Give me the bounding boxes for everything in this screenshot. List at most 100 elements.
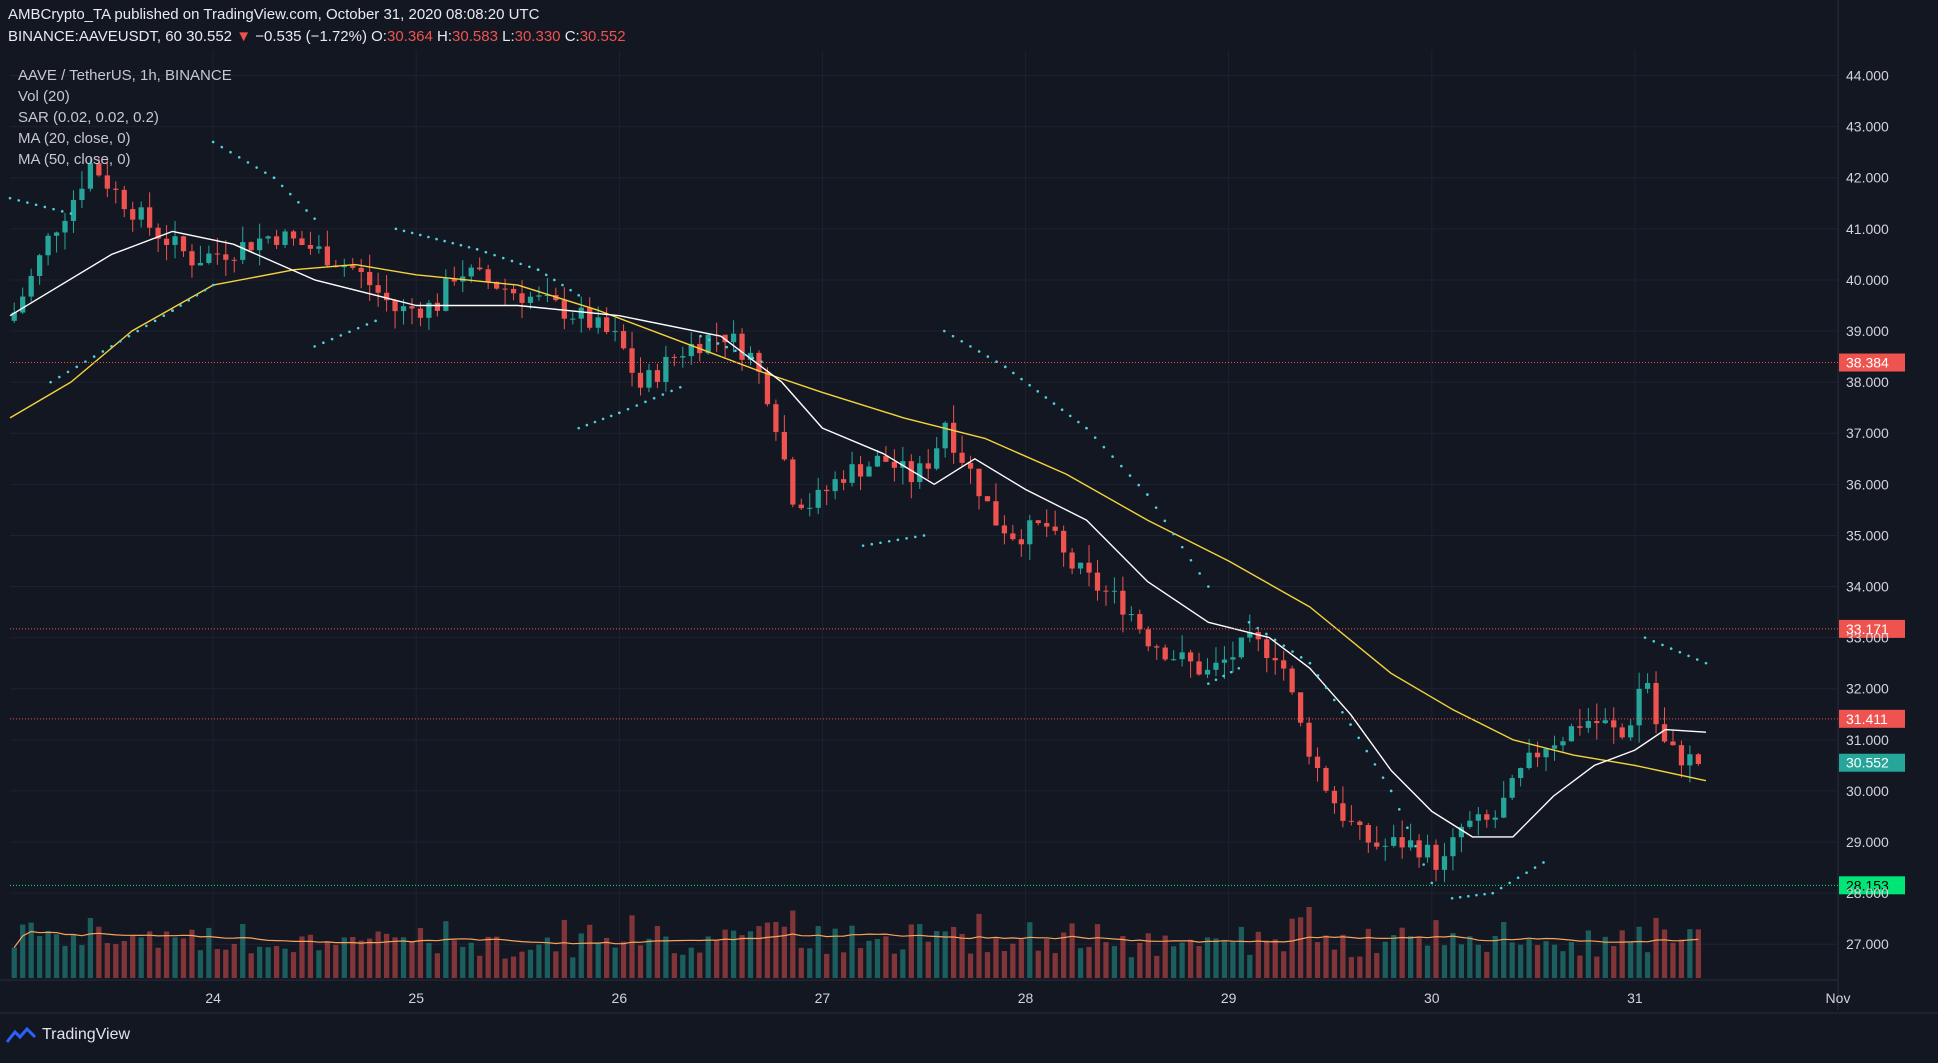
sar-dot xyxy=(136,329,139,333)
sar-dot xyxy=(661,393,665,396)
candle-body xyxy=(807,507,813,509)
sar-dot xyxy=(365,323,369,326)
volume-bar xyxy=(1281,951,1287,978)
volume-bar xyxy=(1619,930,1625,978)
sar-dot xyxy=(1207,682,1210,685)
candle-body xyxy=(493,281,500,289)
candle-body xyxy=(629,348,635,373)
symbol-label: BINANCE:AAVEUSDT, 60 xyxy=(8,28,182,45)
volume-bar xyxy=(840,952,847,978)
legend-title[interactable]: AAVE / TetherUS, 1h, BINANCE xyxy=(18,67,232,84)
volume-bar xyxy=(1103,942,1109,978)
candle-body xyxy=(832,479,838,492)
volume-bar xyxy=(781,926,787,978)
sar-dot xyxy=(1458,895,1462,899)
sar-dot xyxy=(118,339,122,343)
legend-ma50[interactable]: MA (50, close, 0) xyxy=(18,151,131,168)
volume-bar xyxy=(1323,935,1329,978)
sar-dot xyxy=(17,199,21,202)
candle-body xyxy=(1221,659,1228,663)
volume-bar xyxy=(739,935,745,978)
footer-brand[interactable]: TradingView xyxy=(6,1026,130,1044)
sar-dot xyxy=(402,229,406,233)
candle-body xyxy=(1264,639,1270,658)
sar-dot xyxy=(1120,464,1123,468)
candle-body xyxy=(1306,722,1312,757)
volume-bar xyxy=(324,941,330,978)
y-tick-label: 32.000 xyxy=(1846,681,1889,697)
candle-body xyxy=(1424,844,1431,858)
sar-dot xyxy=(601,417,605,421)
volume-bar xyxy=(1171,946,1177,978)
candle-body xyxy=(637,372,644,388)
volume-bar xyxy=(1534,945,1541,978)
candle-body xyxy=(773,404,779,432)
candle-body xyxy=(1272,657,1278,661)
candle-body xyxy=(1518,768,1524,779)
sar-dot xyxy=(577,293,581,297)
sar-dot xyxy=(1450,896,1454,900)
open-value: 30.364 xyxy=(386,28,433,45)
candle-body xyxy=(1187,652,1194,662)
volume-bar xyxy=(1213,938,1219,978)
volume-bar xyxy=(1331,949,1338,978)
volume-bar xyxy=(155,947,161,978)
candle-body xyxy=(45,235,51,256)
sar-dot xyxy=(1237,666,1241,670)
sar-dot xyxy=(1111,455,1114,458)
candle-body xyxy=(417,308,424,318)
volume-bar xyxy=(1348,957,1355,978)
candle-body xyxy=(231,259,237,261)
sar-dot xyxy=(626,407,630,411)
candle-body xyxy=(663,356,669,382)
sar-dot xyxy=(1678,650,1682,654)
candle-body xyxy=(646,370,652,388)
sar-dot xyxy=(1052,402,1056,405)
volume-bar xyxy=(976,913,982,978)
volume-bar xyxy=(358,940,364,978)
candle-body xyxy=(680,356,686,358)
legend-vol[interactable]: Vol (20) xyxy=(18,88,70,105)
sar-dot xyxy=(211,283,215,287)
open-label: O: xyxy=(371,28,387,45)
sar-dot xyxy=(145,324,148,328)
candle-body xyxy=(1204,669,1211,675)
volume-bar xyxy=(20,924,26,978)
sar-dot xyxy=(1406,826,1409,830)
candle-body xyxy=(1450,837,1456,857)
sar-dot xyxy=(49,380,52,384)
volume-bar xyxy=(121,941,127,978)
sar-dot xyxy=(1695,658,1699,661)
volume-bar xyxy=(1551,944,1558,978)
candle-body xyxy=(747,352,754,360)
sar-dot xyxy=(960,339,964,343)
legend-ma20[interactable]: MA (20, close, 0) xyxy=(18,130,131,147)
volume-bar xyxy=(1636,926,1642,978)
volume-bar xyxy=(240,923,246,978)
volume-bar xyxy=(1018,939,1024,978)
volume-bar xyxy=(400,937,407,978)
legend-sar[interactable]: SAR (0.02, 0.02, 0.2) xyxy=(18,109,159,126)
candle-body xyxy=(443,278,449,311)
sar-dot xyxy=(58,375,61,379)
candle-body xyxy=(172,236,178,245)
candle-body xyxy=(1543,748,1549,758)
candle-body xyxy=(976,468,982,497)
candle-body xyxy=(1568,726,1575,742)
volume-bar xyxy=(1543,941,1549,978)
close-value: 30.552 xyxy=(579,28,626,45)
candle-body xyxy=(917,463,923,483)
sar-dot xyxy=(1093,436,1097,439)
volume-bar xyxy=(1467,936,1473,978)
volume-bar xyxy=(367,938,373,978)
volume-bar xyxy=(680,954,686,978)
volume-bar xyxy=(485,936,491,978)
sar-dot xyxy=(751,356,755,360)
volume-bar xyxy=(70,934,77,978)
candle-body xyxy=(1585,721,1591,728)
volume-bar xyxy=(722,929,728,978)
sar-dot xyxy=(187,299,191,302)
candle-body xyxy=(1018,539,1024,545)
y-tick-label: 30.000 xyxy=(1846,783,1889,799)
